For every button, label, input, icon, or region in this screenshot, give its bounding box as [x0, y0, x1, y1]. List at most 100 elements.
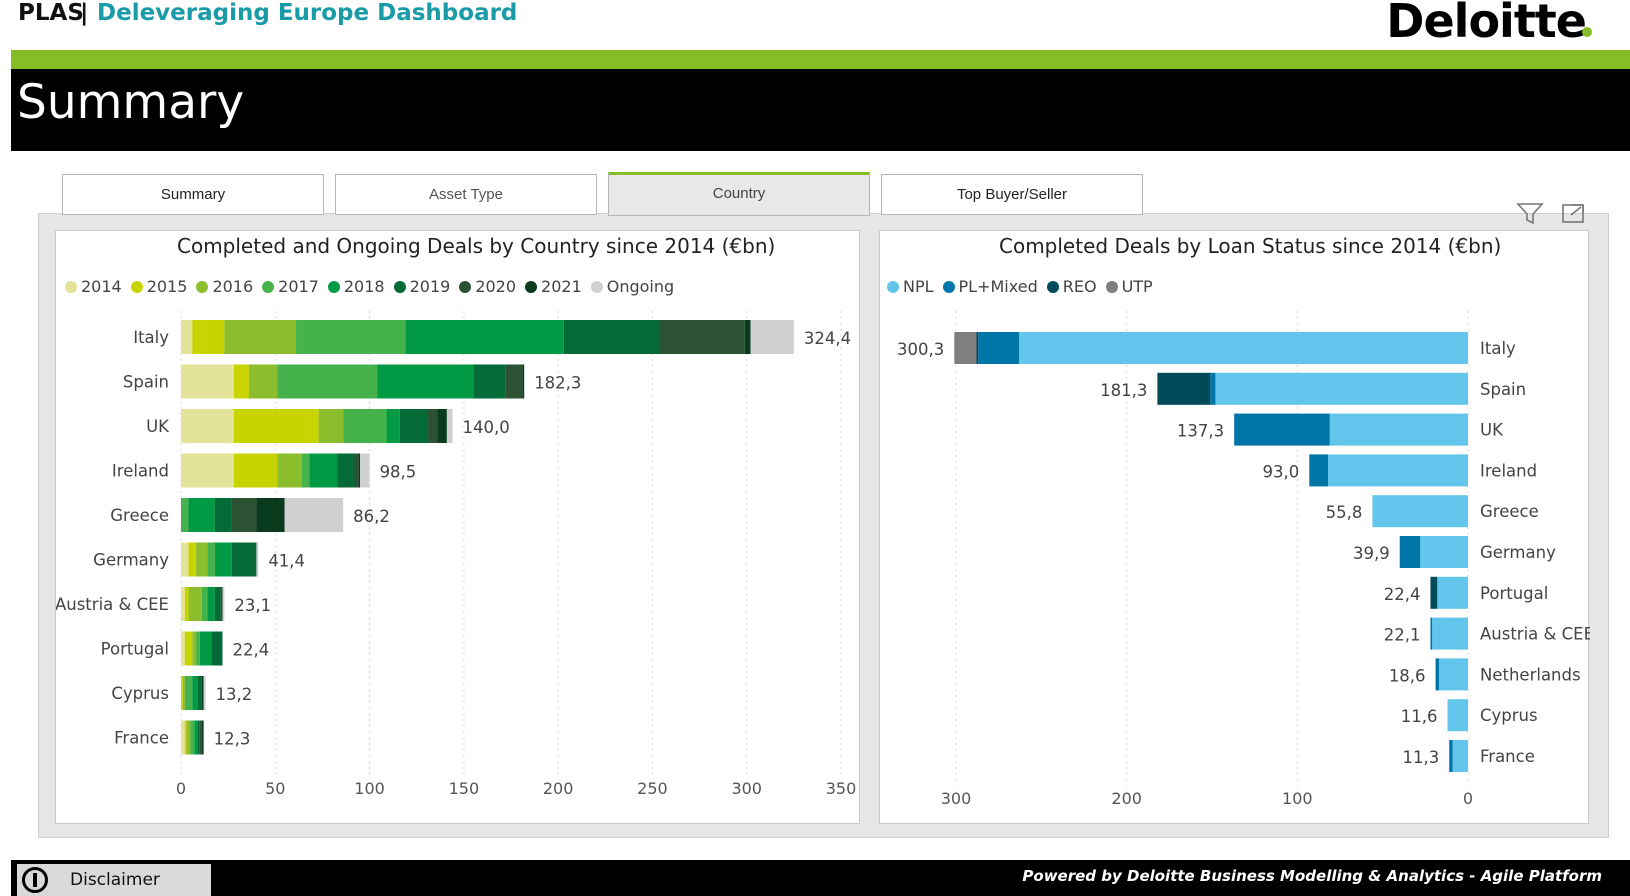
bar-segment-austria-cee-npl[interactable] — [1432, 617, 1468, 650]
filter-icon[interactable] — [1515, 200, 1545, 226]
legend-item-reo[interactable]: REO — [1046, 277, 1097, 296]
bar-segment-cyprus-2018[interactable] — [192, 676, 198, 710]
bar-segment-italy-2016[interactable] — [224, 320, 297, 354]
bar-segment-greece-2017[interactable] — [181, 498, 189, 532]
bar-segment-portugal-reo[interactable] — [1430, 576, 1438, 609]
bar-segment-austria-cee-2015[interactable] — [184, 587, 189, 621]
bar-segment-ireland-2020[interactable] — [354, 453, 359, 488]
bar-segment-france-2017[interactable] — [190, 720, 195, 755]
bar-segment-austria-cee-2020[interactable] — [220, 587, 223, 621]
bar-segment-portugal-2018[interactable] — [199, 631, 212, 666]
bar-segment-cyprus-2016[interactable] — [182, 676, 185, 710]
bar-segment-germany-npl[interactable] — [1420, 536, 1468, 568]
bar-segment-italy-reo[interactable] — [976, 332, 979, 364]
bar-segment-ireland-pl-mixed[interactable] — [1309, 454, 1329, 487]
tab-summary[interactable]: Summary — [62, 174, 324, 215]
bar-segment-ireland-ongoing[interactable] — [360, 453, 370, 488]
bar-segment-germany-2016[interactable] — [196, 542, 208, 577]
legend-item-2021[interactable]: 2021 — [525, 277, 582, 296]
bar-segment-germany-pl-mixed[interactable] — [1399, 536, 1421, 568]
bar-segment-spain-2017[interactable] — [277, 364, 378, 399]
bar-segment-germany-2015[interactable] — [188, 542, 197, 577]
bar-segment-ireland-2019[interactable] — [337, 453, 355, 488]
bar-segment-portugal-2019[interactable] — [211, 631, 223, 666]
bar-segment-italy-2020[interactable] — [659, 320, 745, 354]
bar-segment-spain-2021[interactable] — [522, 364, 525, 399]
bar-segment-austria-cee-pl-mixed[interactable] — [1430, 617, 1433, 650]
bar-segment-austria-cee-ongoing[interactable] — [222, 587, 225, 621]
bar-segment-italy-ongoing[interactable] — [750, 320, 794, 354]
bar-segment-netherlands-pl-mixed[interactable] — [1435, 658, 1439, 691]
bar-segment-italy-2017[interactable] — [296, 320, 406, 354]
bar-segment-uk-2019[interactable] — [399, 409, 429, 443]
bar-segment-cyprus-ongoing[interactable] — [203, 676, 206, 710]
legend-item-2018[interactable]: 2018 — [327, 277, 385, 296]
bar-segment-portugal-npl[interactable] — [1437, 576, 1468, 609]
bar-segment-spain-npl[interactable] — [1215, 372, 1468, 405]
bar-segment-austria-cee-2017[interactable] — [201, 587, 208, 621]
bar-segment-austria-cee-2014[interactable] — [181, 587, 185, 621]
legend-item-2020[interactable]: 2020 — [459, 277, 516, 296]
bar-segment-spain-reo[interactable] — [1157, 372, 1211, 405]
bar-segment-italy-utp[interactable] — [954, 332, 977, 364]
bar-segment-germany-2018[interactable] — [214, 542, 232, 577]
bar-segment-ireland-npl[interactable] — [1328, 454, 1468, 487]
bar-segment-greece-2021[interactable] — [256, 498, 285, 532]
bar-segment-italy-npl[interactable] — [1019, 332, 1468, 364]
bar-segment-germany-2019[interactable] — [231, 542, 257, 577]
legend-item-2016[interactable]: 2016 — [196, 277, 253, 296]
bar-segment-greece-2018[interactable] — [188, 498, 215, 532]
bar-segment-germany-2017[interactable] — [207, 542, 215, 577]
bar-segment-uk-2021[interactable] — [437, 409, 447, 443]
bar-segment-italy-2018[interactable] — [405, 320, 564, 354]
bar-segment-france-npl[interactable] — [1452, 740, 1468, 772]
bar-segment-cyprus-2017[interactable] — [184, 676, 193, 710]
bar-segment-france-2014[interactable] — [181, 720, 185, 755]
bar-segment-ireland-2018[interactable] — [309, 453, 338, 488]
bar-segment-france-2015[interactable] — [184, 720, 187, 755]
bar-segment-greece-ongoing[interactable] — [284, 498, 344, 532]
bar-segment-uk-2014[interactable] — [181, 409, 234, 443]
bar-segment-portugal-2017[interactable] — [196, 631, 200, 666]
bar-segment-ireland-2016[interactable] — [277, 453, 302, 488]
bar-segment-uk-2016[interactable] — [318, 409, 344, 443]
bar-segment-spain-2018[interactable] — [377, 364, 474, 399]
bar-segment-france-2019[interactable] — [197, 720, 200, 755]
bar-segment-portugal-2014[interactable] — [181, 631, 185, 666]
bar-segment-cyprus-2015[interactable] — [181, 676, 183, 710]
bar-segment-spain-2015[interactable] — [233, 364, 249, 399]
bar-segment-italy-2014[interactable] — [181, 320, 193, 354]
bar-segment-france-2018[interactable] — [194, 720, 198, 755]
bar-segment-austria-cee-2018[interactable] — [207, 587, 215, 621]
bar-segment-uk-2015[interactable] — [233, 409, 319, 443]
bar-segment-spain-2014[interactable] — [181, 364, 234, 399]
bar-segment-greece-2020[interactable] — [231, 498, 257, 532]
bar-segment-france-pl-mixed[interactable] — [1449, 740, 1453, 772]
bar-segment-greece-2019[interactable] — [214, 498, 232, 532]
legend-item-pl-mixed[interactable]: PL+Mixed — [942, 277, 1038, 296]
bar-segment-france-2021[interactable] — [201, 720, 204, 755]
bar-segment-spain-2020[interactable] — [505, 364, 523, 399]
bar-segment-ireland-2014[interactable] — [181, 453, 234, 488]
disclaimer-button[interactable]: Disclaimer — [17, 864, 211, 896]
legend-item-2015[interactable]: 2015 — [130, 277, 187, 296]
bar-segment-ireland-2015[interactable] — [233, 453, 278, 488]
bar-segment-uk-ongoing[interactable] — [446, 409, 453, 443]
bar-segment-germany-2014[interactable] — [181, 542, 189, 577]
bar-segment-france-2016[interactable] — [186, 720, 191, 755]
legend-item-ongoing[interactable]: Ongoing — [590, 277, 674, 296]
bar-segment-ireland-2021[interactable] — [358, 453, 361, 488]
tab-top-buyer-seller[interactable]: Top Buyer/Seller — [881, 174, 1143, 215]
bar-segment-ireland-2017[interactable] — [301, 453, 310, 488]
bar-segment-spain-2016[interactable] — [248, 364, 278, 399]
bar-segment-cyprus-2019[interactable] — [197, 676, 202, 710]
bar-segment-austria-cee-2016[interactable] — [188, 587, 202, 621]
bar-segment-italy-2015[interactable] — [192, 320, 225, 354]
bar-segment-uk-2017[interactable] — [343, 409, 387, 443]
bar-segment-portugal-2016[interactable] — [192, 631, 197, 666]
legend-item-2019[interactable]: 2019 — [393, 277, 450, 296]
bar-segment-germany-ongoing[interactable] — [256, 542, 259, 577]
bar-segment-france-2020[interactable] — [199, 720, 202, 755]
bar-segment-uk-npl[interactable] — [1329, 413, 1468, 446]
bar-segment-uk-2020[interactable] — [428, 409, 438, 443]
